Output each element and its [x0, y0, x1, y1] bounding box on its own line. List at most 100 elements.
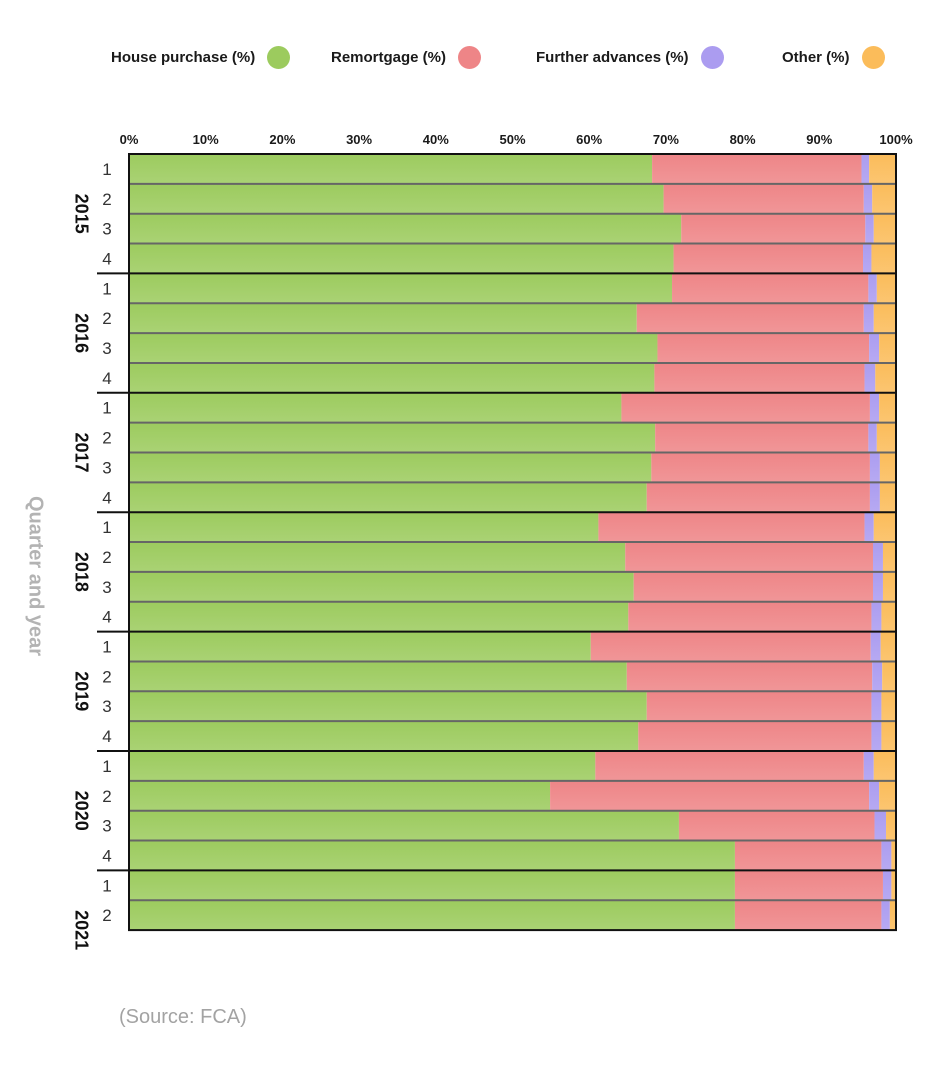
year-label: 2018	[71, 552, 91, 592]
bar-segment	[129, 243, 674, 274]
bar-segment	[879, 482, 896, 513]
year-label: 2015	[71, 194, 91, 234]
bar-segment	[861, 154, 870, 184]
legend-item-other: Other (%)	[782, 40, 885, 74]
bar-segment	[633, 571, 873, 602]
x-tick-label: 50%	[499, 132, 525, 147]
bar-segment	[550, 780, 870, 811]
bar-segment	[129, 482, 647, 513]
bar-segment	[626, 661, 873, 692]
bar-segment	[871, 243, 896, 274]
bar-segment	[672, 273, 869, 304]
bar-segment	[129, 601, 629, 632]
quarter-label: 3	[102, 697, 111, 716]
quarter-label: 4	[102, 608, 111, 627]
bar-segment	[129, 392, 622, 423]
x-tick-label: 80%	[730, 132, 756, 147]
bar-segment	[129, 870, 735, 901]
bar-segment	[734, 870, 883, 901]
bar-segment	[871, 721, 882, 751]
bar-segment	[654, 362, 865, 393]
quarter-label: 2	[102, 787, 111, 806]
chart-legend: House purchase (%) Remortgage (%) Furthe…	[0, 40, 941, 74]
bar-segment	[681, 213, 866, 244]
legend-swatch	[458, 45, 482, 69]
bar-segment	[621, 392, 870, 423]
quarter-label: 1	[102, 399, 111, 418]
bar-segment	[879, 333, 896, 363]
bar-segment	[129, 661, 627, 692]
bar-segment	[869, 333, 880, 363]
legend-label: Other (%)	[782, 48, 850, 66]
bar-segment	[129, 422, 656, 453]
bar-segment	[869, 452, 880, 483]
bar-segment	[129, 691, 647, 722]
quarter-label: 4	[102, 846, 111, 865]
bar-segment	[879, 780, 896, 811]
bar-segment	[872, 661, 883, 692]
quarter-label: 1	[102, 160, 111, 179]
quarter-label: 1	[102, 757, 111, 776]
bar-segment	[628, 601, 872, 632]
bar-segment	[891, 870, 896, 901]
bar-segment	[882, 542, 896, 572]
legend-swatch	[267, 45, 291, 69]
bar-segment	[865, 213, 874, 244]
quarter-label: 1	[102, 518, 111, 537]
bar-segment	[678, 810, 875, 841]
bar-segment	[869, 392, 880, 423]
bar-segment	[882, 661, 896, 692]
bar-segment	[871, 601, 882, 632]
quarter-label: 1	[102, 876, 111, 895]
bar-segment	[869, 482, 880, 513]
bar-segment	[869, 154, 896, 184]
year-label: 2021	[71, 910, 91, 950]
legend-item-house-purchase: House purchase (%)	[111, 40, 291, 74]
bar-segment	[872, 183, 896, 214]
legend-item-remortgage: Remortgage (%)	[331, 40, 482, 74]
bar-segment	[863, 183, 873, 214]
bar-segment	[873, 512, 896, 543]
x-tick-label: 100%	[879, 132, 913, 147]
x-tick-label: 40%	[423, 132, 449, 147]
bar-segment	[870, 631, 881, 662]
bar-segment	[879, 392, 896, 423]
x-tick-label: 10%	[193, 132, 219, 147]
bar-segment	[129, 631, 591, 662]
bar-segment	[129, 273, 673, 304]
y-axis-title: Quarter and year	[25, 496, 47, 656]
year-label: 2019	[71, 671, 91, 711]
bar-segment	[869, 780, 880, 811]
quarter-label: 4	[102, 249, 111, 268]
year-label: 2016	[71, 313, 91, 353]
quarter-label: 4	[102, 488, 111, 507]
quarter-label: 2	[102, 429, 111, 448]
bar-segment	[129, 751, 596, 781]
quarter-label: 4	[102, 727, 111, 746]
bar-segment	[129, 571, 634, 602]
bar-segment	[876, 422, 896, 453]
bar-segment	[595, 751, 864, 781]
quarter-label: 2	[102, 309, 111, 328]
quarter-label: 3	[102, 578, 111, 597]
year-label: 2017	[71, 432, 91, 472]
bar-segment	[673, 243, 864, 274]
quarter-label: 3	[102, 339, 111, 358]
bar-segment	[129, 900, 735, 931]
bar-segment	[646, 691, 872, 722]
source-note: (Source: FCA)	[119, 1006, 247, 1028]
bar-segment	[129, 512, 599, 543]
x-tick-label: 30%	[346, 132, 372, 147]
quarter-label: 2	[102, 906, 111, 925]
bar-segment	[873, 303, 896, 334]
bar-segment	[129, 542, 626, 572]
bar-segment	[881, 721, 896, 751]
quarter-label: 4	[102, 369, 111, 388]
bar-segment	[129, 780, 551, 811]
quarter-label: 2	[102, 190, 111, 209]
bar-segment	[889, 900, 896, 931]
bar-segment	[129, 840, 735, 871]
bar-segment	[882, 571, 896, 602]
bar-segment	[868, 273, 877, 304]
